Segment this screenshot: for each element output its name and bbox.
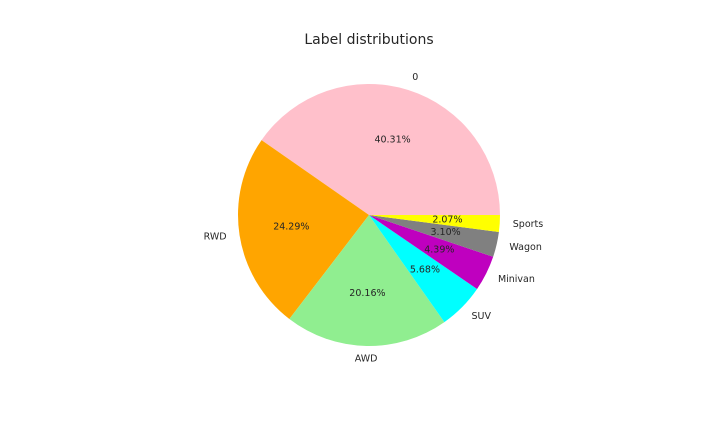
slice-label-suv: SUV <box>472 311 492 322</box>
pct-label-awd: 20.16% <box>349 288 385 299</box>
pie-slice-awd <box>289 215 445 346</box>
pct-label-minivan: 4.39% <box>424 245 454 256</box>
slice-label-awd: AWD <box>355 354 378 365</box>
pie-slices <box>238 84 500 346</box>
chart-title: Label distributions <box>304 32 434 48</box>
pct-label-wagon: 3.10% <box>430 227 460 238</box>
slice-label-rwd: RWD <box>204 232 227 243</box>
pct-label-sports: 2.07% <box>432 215 462 226</box>
category-labels: 0 RWD AWD SUV Minivan Wagon Sports <box>204 72 544 365</box>
pct-label-rwd: 24.29% <box>273 222 309 233</box>
pct-label-0: 40.31% <box>374 135 410 146</box>
pct-label-suv: 5.68% <box>410 265 440 276</box>
pie-slice-sports <box>369 215 500 232</box>
pie-slice-wagon <box>369 215 499 257</box>
slice-label-minivan: Minivan <box>498 274 535 285</box>
slice-label-wagon: Wagon <box>509 242 541 253</box>
pie-slice-suv <box>369 215 478 323</box>
pie-slice-minivan <box>369 215 494 290</box>
percentage-labels: 40.31% 24.29% 20.16% 5.68% 4.39% 3.10%2.07% <box>273 135 462 300</box>
slice-label-0: 0 <box>412 72 418 83</box>
pie-slice-rwd <box>238 140 369 320</box>
slice-label-sports: Sports <box>513 219 544 230</box>
pie-slice-0 <box>261 84 500 215</box>
